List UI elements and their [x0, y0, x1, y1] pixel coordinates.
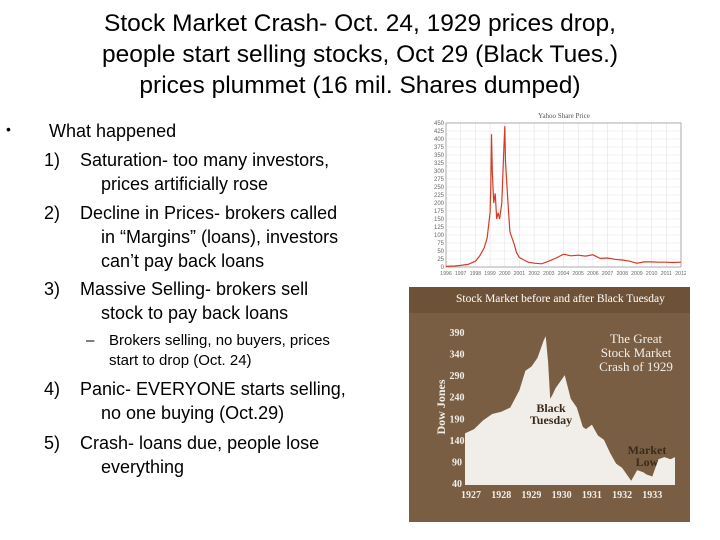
yahoo-series-line	[445, 126, 682, 267]
yahoo-y-tick-label: 100	[434, 233, 445, 239]
crash-x-tick-label: 1933	[642, 490, 662, 501]
yahoo-x-tick-label: 2000	[499, 271, 511, 277]
yahoo-y-tick-label: 0	[441, 265, 445, 271]
yahoo-y-tick-label: 50	[437, 249, 444, 255]
yahoo-plot-frame	[445, 122, 682, 268]
item-number: 5)	[44, 433, 61, 453]
crash-annotation-title-1: The Great	[610, 331, 663, 346]
item-text: prices artificially rose	[101, 174, 269, 194]
yahoo-x-tick-label: 1999	[484, 271, 496, 277]
sub-item-text: start to drop (Oct. 24)	[109, 352, 252, 369]
crash-x-tick-label: 1932	[612, 490, 632, 501]
yahoo-x-tick-label: 2004	[558, 271, 570, 277]
yahoo-chart-svg: 0 25 50 75 100 125 150 175 200 225 250 275 300 325 350…	[434, 112, 686, 277]
yahoo-x-tick-label: 2008	[616, 271, 628, 277]
yahoo-y-tick-label: 425	[434, 129, 445, 135]
crash-y-axis-label: Dow Jones	[434, 379, 448, 434]
yahoo-x-tick-label: 2005	[572, 271, 584, 277]
yahoo-x-tick-label: 2006	[587, 271, 599, 277]
item-text: Panic- EVERYONE starts selling,	[80, 379, 346, 399]
item-number: 3)	[44, 279, 61, 299]
yahoo-x-tick-label: 1998	[470, 271, 482, 277]
bullet-heading: What happened	[49, 121, 177, 141]
yahoo-y-tick-label: 125	[434, 225, 445, 231]
item-text: stock to pay back loans	[101, 303, 289, 323]
crash-y-tick-label: 90	[452, 457, 462, 468]
market-low-label-2: Low	[636, 455, 659, 469]
item-text: in “Margins” (loans), investors	[101, 227, 339, 247]
yahoo-y-tick-label: 200	[434, 201, 445, 207]
yahoo-x-tick-label: 2002	[528, 271, 540, 277]
yahoo-y-tick-label: 175	[434, 209, 445, 215]
yahoo-x-tick-label: 2011	[661, 271, 672, 277]
black-tuesday-label-1: Black	[536, 401, 566, 415]
dow-jones-area	[465, 336, 675, 485]
item-text: Crash- loans due, people lose	[80, 433, 320, 453]
crash-1929-chart: Stock Market before and after Black Tues…	[409, 287, 690, 522]
yahoo-x-tick-label: 2003	[543, 271, 555, 277]
yahoo-y-tick-label: 150	[434, 217, 445, 223]
item-text: no one buying (Oct.29)	[101, 403, 285, 423]
item-number: 4)	[44, 379, 61, 399]
black-tuesday-label-2: Tuesday	[530, 413, 572, 427]
crash-annotation-title-3: Crash of 1929	[599, 359, 673, 374]
crash-y-tick-label: 40	[452, 479, 462, 490]
item-text: Saturation- too many investors,	[80, 150, 330, 170]
crash-chart-svg: 40 90 140 190 240 290 340 390 1927 1928 1929 1930 1…	[434, 328, 675, 501]
crash-annotation-title-2: Stock Market	[601, 345, 672, 360]
crash-x-tick-label: 1930	[552, 490, 572, 501]
yahoo-y-tick-label: 450	[434, 121, 445, 127]
crash-y-tick-label: 340	[450, 350, 465, 361]
yahoo-x-tick-label: 2007	[602, 271, 614, 277]
bullet-dot: •	[6, 121, 11, 137]
crash-x-tick-label: 1929	[521, 490, 541, 501]
title-line-3: prices plummet (16 mil. Shares dumped)	[139, 72, 581, 99]
crash-y-tick-label: 290	[450, 371, 465, 382]
crash-y-tick-label: 390	[450, 328, 465, 339]
yahoo-y-tick-label: 75	[437, 241, 444, 247]
yahoo-y-tick-label: 300	[434, 169, 445, 175]
item-text: Decline in Prices- brokers called	[80, 203, 338, 223]
sub-item-dash: –	[86, 332, 95, 349]
yahoo-y-tick-label: 25	[437, 257, 444, 263]
crash-y-tick-label: 240	[450, 393, 465, 404]
yahoo-share-price-chart: 0 25 50 75 100 125 150 175 200 225 250 275 300 325 350…	[424, 110, 686, 283]
title-line-2: people start selling stocks, Oct 29 (Bla…	[101, 41, 619, 68]
crash-x-tick-label: 1928	[491, 490, 511, 501]
yahoo-chart-title: Yahoo Share Price	[538, 112, 590, 120]
yahoo-y-tick-label: 225	[434, 193, 445, 199]
yahoo-x-tick-label: 1997	[455, 271, 467, 277]
yahoo-y-tick-label: 275	[434, 177, 445, 183]
crash-x-tick-label: 1927	[461, 490, 481, 501]
crash-y-tick-label: 140	[450, 436, 465, 447]
yahoo-x-tick-label: 2012	[675, 271, 686, 277]
item-text: can’t pay back loans	[101, 251, 265, 271]
yahoo-y-tick-label: 250	[434, 185, 445, 191]
market-low-label-1: Market	[628, 443, 667, 457]
yahoo-y-tick-label: 400	[434, 137, 445, 143]
crash-chart-title: Stock Market before and after Black Tues…	[456, 293, 665, 305]
item-text: Massive Selling- brokers sell	[80, 279, 309, 299]
yahoo-x-tick-label: 2010	[646, 271, 658, 277]
sub-item-text: Brokers selling, no buyers, prices	[109, 332, 330, 349]
crash-chart-header: Stock Market before and after Black Tues…	[409, 287, 690, 313]
slide-title: Stock Market Crash- Oct. 24, 1929 prices…	[50, 8, 670, 101]
item-number: 2)	[44, 203, 61, 223]
yahoo-y-tick-label: 350	[434, 153, 445, 159]
crash-y-tick-label: 190	[450, 414, 465, 425]
yahoo-x-tick-label: 1996	[440, 271, 452, 277]
title-line-1: Stock Market Crash- Oct. 24, 1929 prices…	[104, 10, 616, 37]
yahoo-y-tick-label: 375	[434, 145, 445, 151]
yahoo-y-tick-label: 325	[434, 161, 445, 167]
yahoo-x-tick-label: 2009	[631, 271, 643, 277]
yahoo-x-tick-label: 2001	[514, 271, 526, 277]
item-text: everything	[101, 457, 185, 477]
crash-x-tick-label: 1931	[582, 490, 602, 501]
item-number: 1)	[44, 150, 61, 170]
